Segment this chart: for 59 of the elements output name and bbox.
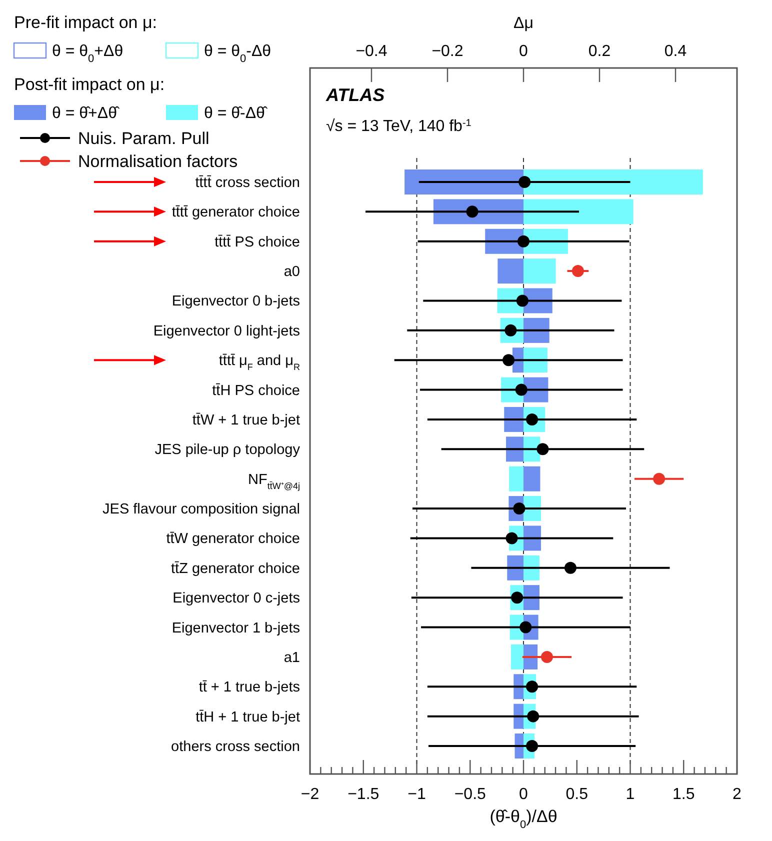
x2-tick-label: −0.4 <box>356 43 388 60</box>
y-tick-label: JES flavour composition signal <box>102 502 300 518</box>
y-tick-label: Eigenvector 1 b-jets <box>172 620 300 636</box>
x2-tick-label: 0.2 <box>588 43 611 60</box>
point <box>540 650 553 663</box>
legend-label: θ = θ̂+Δθ̂ <box>52 105 120 122</box>
point <box>466 206 478 218</box>
x-tick-label: 0.5 <box>566 786 588 803</box>
y-tick-label: tt̄ + 1 true b-jets <box>198 680 300 696</box>
x-tick-label: −2 <box>300 786 320 803</box>
y-tick-label: Eigenvector 0 light-jets <box>153 323 300 340</box>
y-tick-label: Eigenvector 0 b-jets <box>172 294 300 310</box>
point <box>518 176 531 188</box>
legend-label: θ = θ̂-Δθ̂ <box>204 105 268 122</box>
text: Pre-fit impact on μ: <box>14 13 158 32</box>
y-tick-label: tt̄tt̄ PS choice <box>214 234 300 250</box>
point <box>515 384 528 396</box>
y-tick-label: tt̄W + 1 true b-jet <box>192 412 300 428</box>
x-tick-label: 1 <box>626 786 635 803</box>
y-tick-label: tt̄H + 1 true b-jet <box>196 709 300 726</box>
y-tick-label: a1 <box>284 650 300 666</box>
y-tick-label: tt̄tt̄ generator choice <box>172 204 300 221</box>
x2-tick-label: −0.2 <box>432 43 464 60</box>
point <box>653 472 666 485</box>
point <box>516 294 528 307</box>
point <box>572 265 584 278</box>
point <box>564 562 576 574</box>
point <box>536 443 549 456</box>
y-tick-label: JES pile-up ρ topology <box>154 442 301 458</box>
x-tick-label: −0.5 <box>454 786 486 803</box>
point <box>502 354 515 366</box>
x-tick-label: 1.5 <box>672 786 695 803</box>
x-tick-label: 0 <box>519 786 528 803</box>
x-tick-label: 2 <box>732 786 742 803</box>
y-tick-label: others cross section <box>171 739 300 755</box>
y-tick-label: tt̄tt̄ μ$_{F}$ and μ$_{R}$ <box>218 353 300 372</box>
point <box>527 710 540 722</box>
legend-label: θ = θ$_{0}$+Δθ <box>52 43 124 65</box>
legend-label: Nuis. Param. Pull <box>78 129 210 148</box>
x2-axis-title: Δμ <box>514 15 534 32</box>
point <box>526 740 538 752</box>
y-tick-label: NF$_{tt̄W⁺@4j}$ <box>248 472 300 491</box>
x2-tick-label: 0.4 <box>664 43 687 60</box>
text: Post-fit impact on μ: <box>14 75 165 94</box>
x-tick-label: −1.5 <box>348 786 380 803</box>
point <box>518 235 530 248</box>
y-tick-label: tt̄H PS choice <box>212 382 300 399</box>
text: √s = 13 TeV, 140 fb$^{-1}$ <box>326 118 472 135</box>
legend-label: θ = θ$_{0}$-Δθ <box>204 43 272 65</box>
y-tick-label: tt̄W generator choice <box>166 531 300 548</box>
y-tick-label: tt̄tt̄ cross section <box>195 175 300 191</box>
x-axis-title: (θ̂-θ$_{0}$)/Δθ <box>490 807 558 831</box>
y-tick-label: Eigenvector 0 c-jets <box>172 590 300 607</box>
y-tick-label: a0 <box>284 264 300 280</box>
x2-tick-label: 0 <box>519 43 528 60</box>
text: ATLAS <box>325 85 385 105</box>
x-tick-label: −1 <box>408 786 426 803</box>
legend-label: Normalisation factors <box>78 152 238 171</box>
y-tick-label: tt̄Z generator choice <box>171 560 300 577</box>
